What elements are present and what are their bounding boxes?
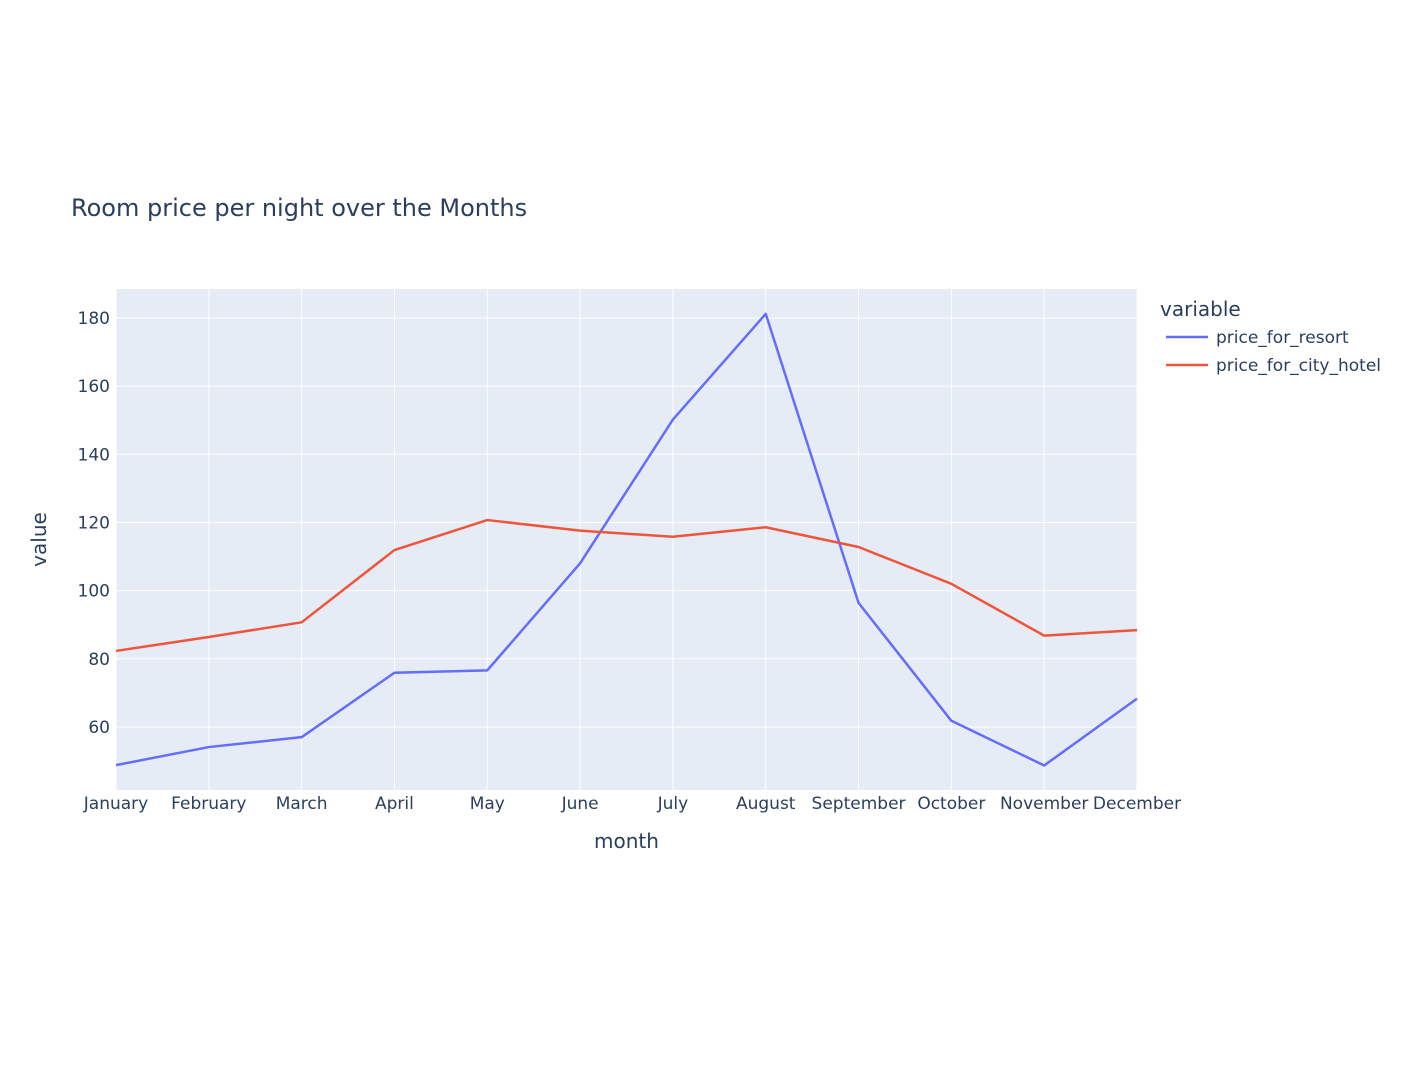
x-tick-label: July (657, 794, 689, 814)
x-tick-label: May (470, 794, 505, 814)
x-tick-label: March (276, 794, 328, 814)
y-axis-title: value (27, 512, 51, 567)
x-tick-label: January (83, 794, 148, 814)
legend-title: variable (1160, 297, 1241, 321)
x-axis-ticks: January February March April May June July Augu… (83, 794, 1181, 814)
series-line-price-for-city-hotel (115, 518, 1138, 653)
plot-area (116, 289, 1137, 790)
legend-item[interactable]: price_for_resort (1166, 328, 1349, 348)
x-tick-label: December (1093, 794, 1181, 814)
legend-item[interactable]: price_for_city_hotel (1166, 356, 1381, 376)
series-lines (115, 312, 1138, 767)
x-tick-label: October (917, 794, 985, 814)
x-tick-label: August (736, 794, 796, 814)
legend-label: price_for_resort (1216, 328, 1349, 348)
legend-items[interactable]: price_for_resort price_for_city_hotel (1166, 328, 1381, 376)
x-axis-title: month (594, 829, 659, 853)
legend[interactable]: variable price_for_resort price_for_city_… (1160, 297, 1381, 376)
legend-label: price_for_city_hotel (1216, 356, 1381, 376)
x-tick-label: November (1000, 794, 1088, 814)
y-tick-label: 120 (78, 513, 110, 533)
y-tick-label: 160 (78, 377, 110, 397)
y-tick-label: 140 (78, 445, 110, 465)
y-tick-label: 100 (78, 582, 110, 602)
x-tick-label: June (561, 794, 599, 814)
y-tick-label: 180 (78, 309, 110, 329)
x-tick-label: April (375, 794, 414, 814)
grid (115, 289, 1138, 790)
x-tick-label: February (171, 794, 246, 814)
x-tick-label: September (812, 794, 906, 814)
series-line-price-for-resort (115, 312, 1138, 767)
chart-title: Room price per night over the Months (71, 194, 527, 222)
y-tick-label: 80 (88, 650, 110, 670)
y-tick-label: 60 (88, 718, 110, 738)
y-axis-ticks: 60 80 100 120 140 160 180 (78, 309, 110, 738)
